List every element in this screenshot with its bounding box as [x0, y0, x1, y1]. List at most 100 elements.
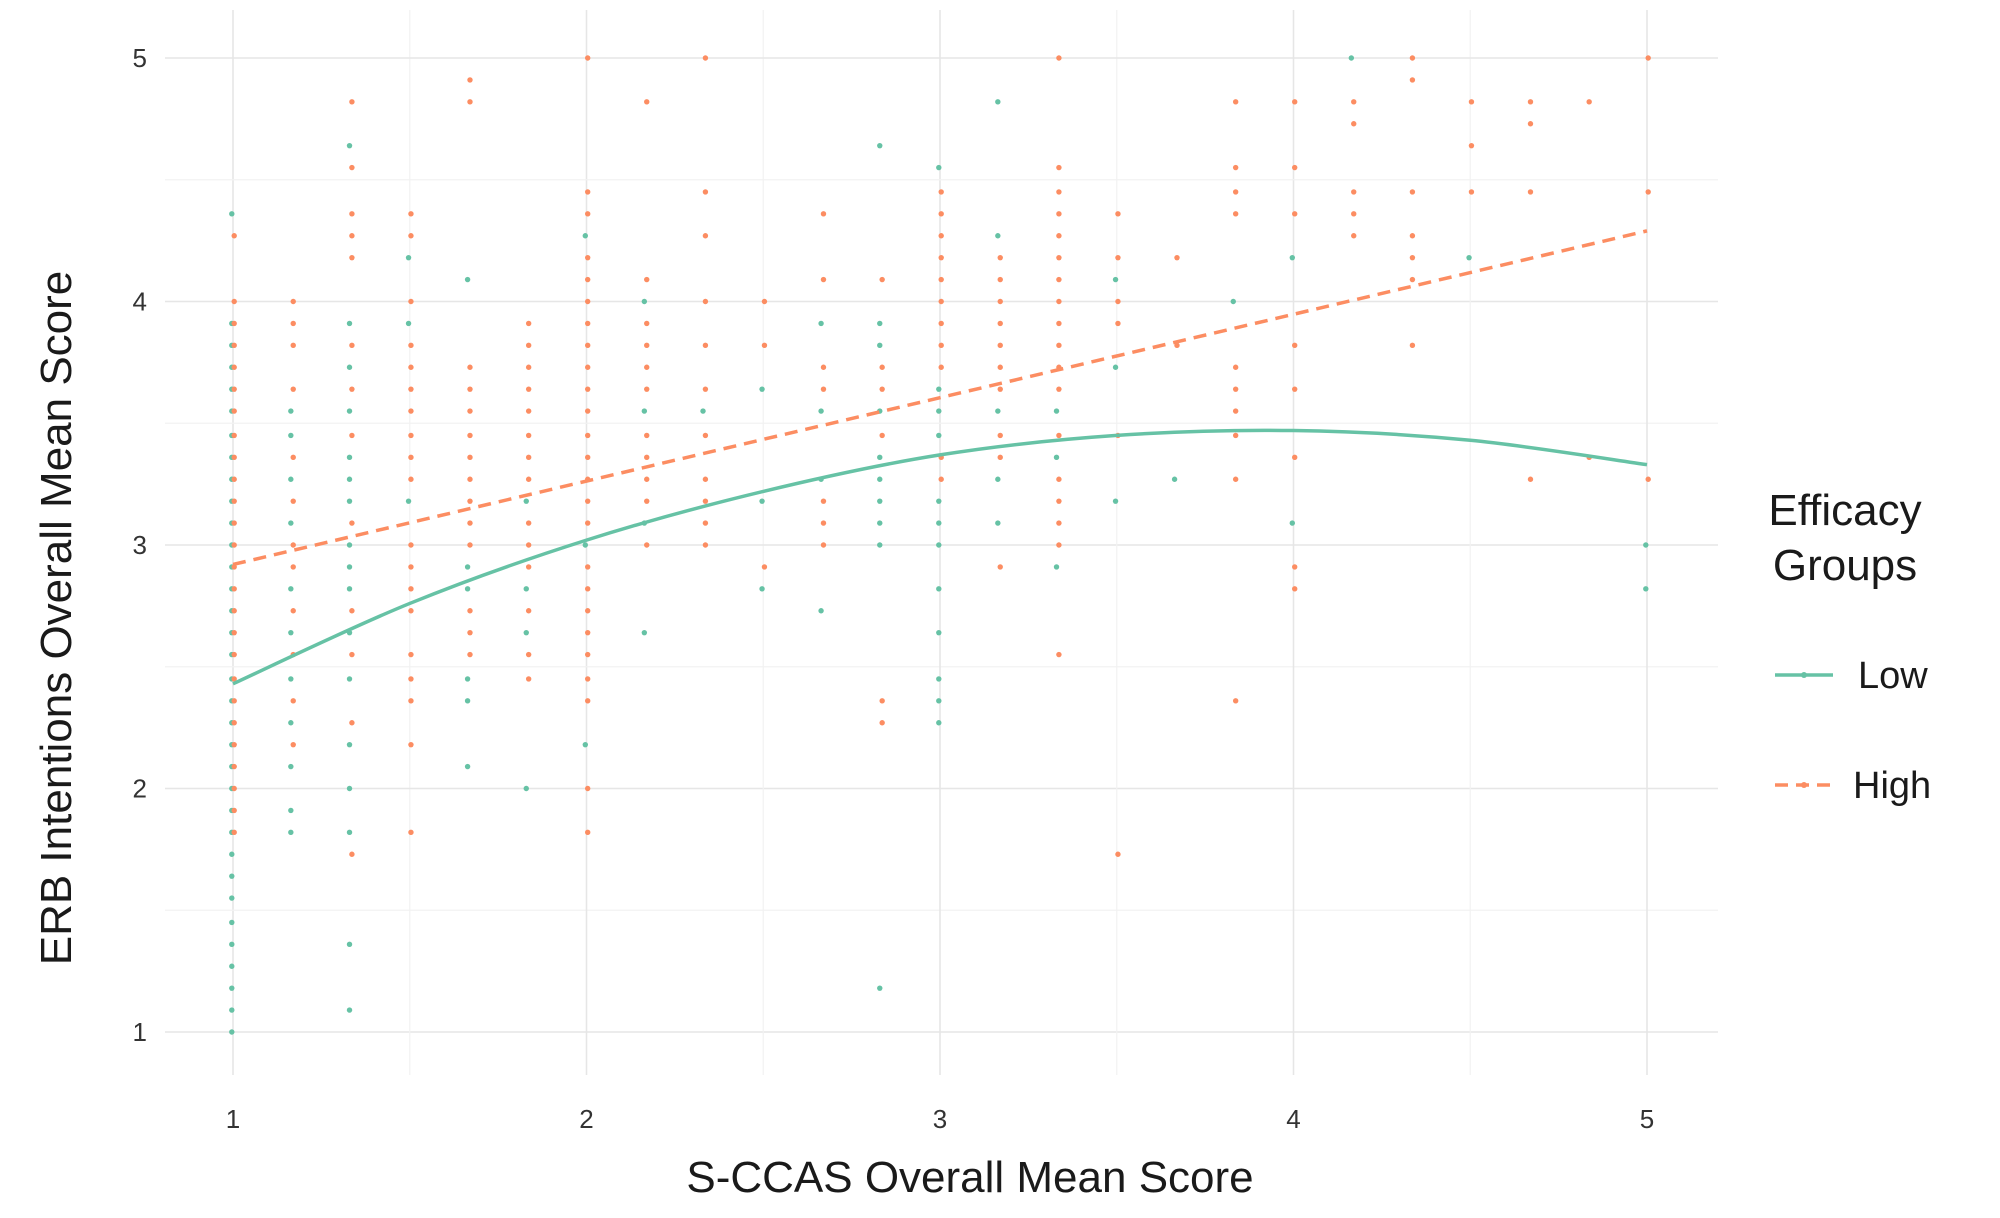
- data-point-high: [879, 277, 884, 282]
- data-point-high: [526, 408, 531, 413]
- data-point-low: [642, 299, 647, 304]
- data-point-high: [703, 386, 708, 391]
- data-point-high: [644, 277, 649, 282]
- data-point-high: [879, 433, 884, 438]
- data-point-high: [1646, 55, 1651, 60]
- data-point-high: [998, 299, 1003, 304]
- data-point-high: [939, 189, 944, 194]
- x-tick-label: 2: [579, 1104, 593, 1134]
- data-point-high: [349, 99, 354, 104]
- data-point-low: [936, 586, 941, 591]
- data-point-high: [762, 343, 767, 348]
- data-point-low: [1054, 455, 1059, 460]
- data-point-low: [759, 586, 764, 591]
- data-point-high: [408, 408, 413, 413]
- data-point-high: [1233, 408, 1238, 413]
- data-point-high: [821, 277, 826, 282]
- data-point-high: [1233, 211, 1238, 216]
- data-point-high: [349, 165, 354, 170]
- data-point-high: [232, 698, 237, 703]
- data-point-low: [347, 786, 352, 791]
- data-point-high: [349, 211, 354, 216]
- data-point-high: [1351, 121, 1356, 126]
- data-point-high: [1233, 386, 1238, 391]
- data-point-low: [1231, 299, 1236, 304]
- data-point-low: [406, 498, 411, 503]
- data-point-low: [583, 233, 588, 238]
- data-point-low: [700, 408, 705, 413]
- data-point-high: [526, 676, 531, 681]
- data-point-high: [467, 386, 472, 391]
- data-point-high: [585, 386, 590, 391]
- data-point-high: [585, 608, 590, 613]
- data-point-high: [998, 455, 1003, 460]
- data-point-high: [1233, 477, 1238, 482]
- data-point-high: [349, 652, 354, 657]
- data-point-high: [1056, 386, 1061, 391]
- data-point-low: [406, 255, 411, 260]
- data-point-high: [408, 386, 413, 391]
- data-point-high: [349, 608, 354, 613]
- data-point-low: [288, 408, 293, 413]
- data-point-high: [1056, 520, 1061, 525]
- data-point-high: [644, 542, 649, 547]
- data-point-low: [288, 720, 293, 725]
- data-point-high: [349, 852, 354, 857]
- data-point-high: [467, 542, 472, 547]
- data-point-high: [232, 652, 237, 657]
- data-point-high: [1292, 586, 1297, 591]
- y-tick-label: 3: [133, 530, 147, 560]
- data-point-low: [877, 477, 882, 482]
- data-point-low: [759, 498, 764, 503]
- data-point-high: [762, 299, 767, 304]
- data-point-high: [644, 455, 649, 460]
- data-point-low: [936, 520, 941, 525]
- data-point-high: [585, 321, 590, 326]
- data-point-high: [408, 698, 413, 703]
- data-point-high: [408, 477, 413, 482]
- data-point-low: [288, 808, 293, 813]
- legend-title: Efficacy: [1768, 486, 1921, 535]
- data-point-high: [291, 455, 296, 460]
- data-point-low: [229, 873, 234, 878]
- data-point-high: [585, 830, 590, 835]
- data-point-low: [347, 1007, 352, 1012]
- data-point-high: [703, 55, 708, 60]
- data-point-high: [467, 608, 472, 613]
- data-point-high: [232, 830, 237, 835]
- data-point-high: [585, 343, 590, 348]
- legend-label-low: Low: [1858, 655, 1928, 697]
- data-point-high: [1056, 299, 1061, 304]
- x-tick-label: 5: [1640, 1104, 1654, 1134]
- data-point-low: [877, 498, 882, 503]
- data-point-high: [1056, 477, 1061, 482]
- data-point-low: [1054, 564, 1059, 569]
- data-point-high: [467, 477, 472, 482]
- data-point-high: [291, 608, 296, 613]
- data-point-high: [585, 786, 590, 791]
- data-point-high: [408, 564, 413, 569]
- data-point-high: [585, 698, 590, 703]
- data-point-low: [818, 321, 823, 326]
- data-point-high: [703, 520, 708, 525]
- data-point-high: [1174, 255, 1179, 260]
- data-point-low: [229, 920, 234, 925]
- data-point-high: [349, 233, 354, 238]
- data-point-high: [703, 542, 708, 547]
- data-point-high: [703, 233, 708, 238]
- data-point-high: [1115, 211, 1120, 216]
- data-point-high: [349, 433, 354, 438]
- data-point-high: [1233, 99, 1238, 104]
- data-point-low: [288, 830, 293, 835]
- data-point-low: [347, 742, 352, 747]
- data-point-high: [408, 343, 413, 348]
- data-point-high: [1056, 277, 1061, 282]
- data-point-high: [467, 433, 472, 438]
- data-point-high: [526, 365, 531, 370]
- data-point-low: [936, 165, 941, 170]
- data-point-low: [465, 586, 470, 591]
- data-point-high: [1410, 255, 1415, 260]
- data-point-low: [936, 433, 941, 438]
- data-point-high: [1351, 189, 1356, 194]
- data-point-high: [526, 477, 531, 482]
